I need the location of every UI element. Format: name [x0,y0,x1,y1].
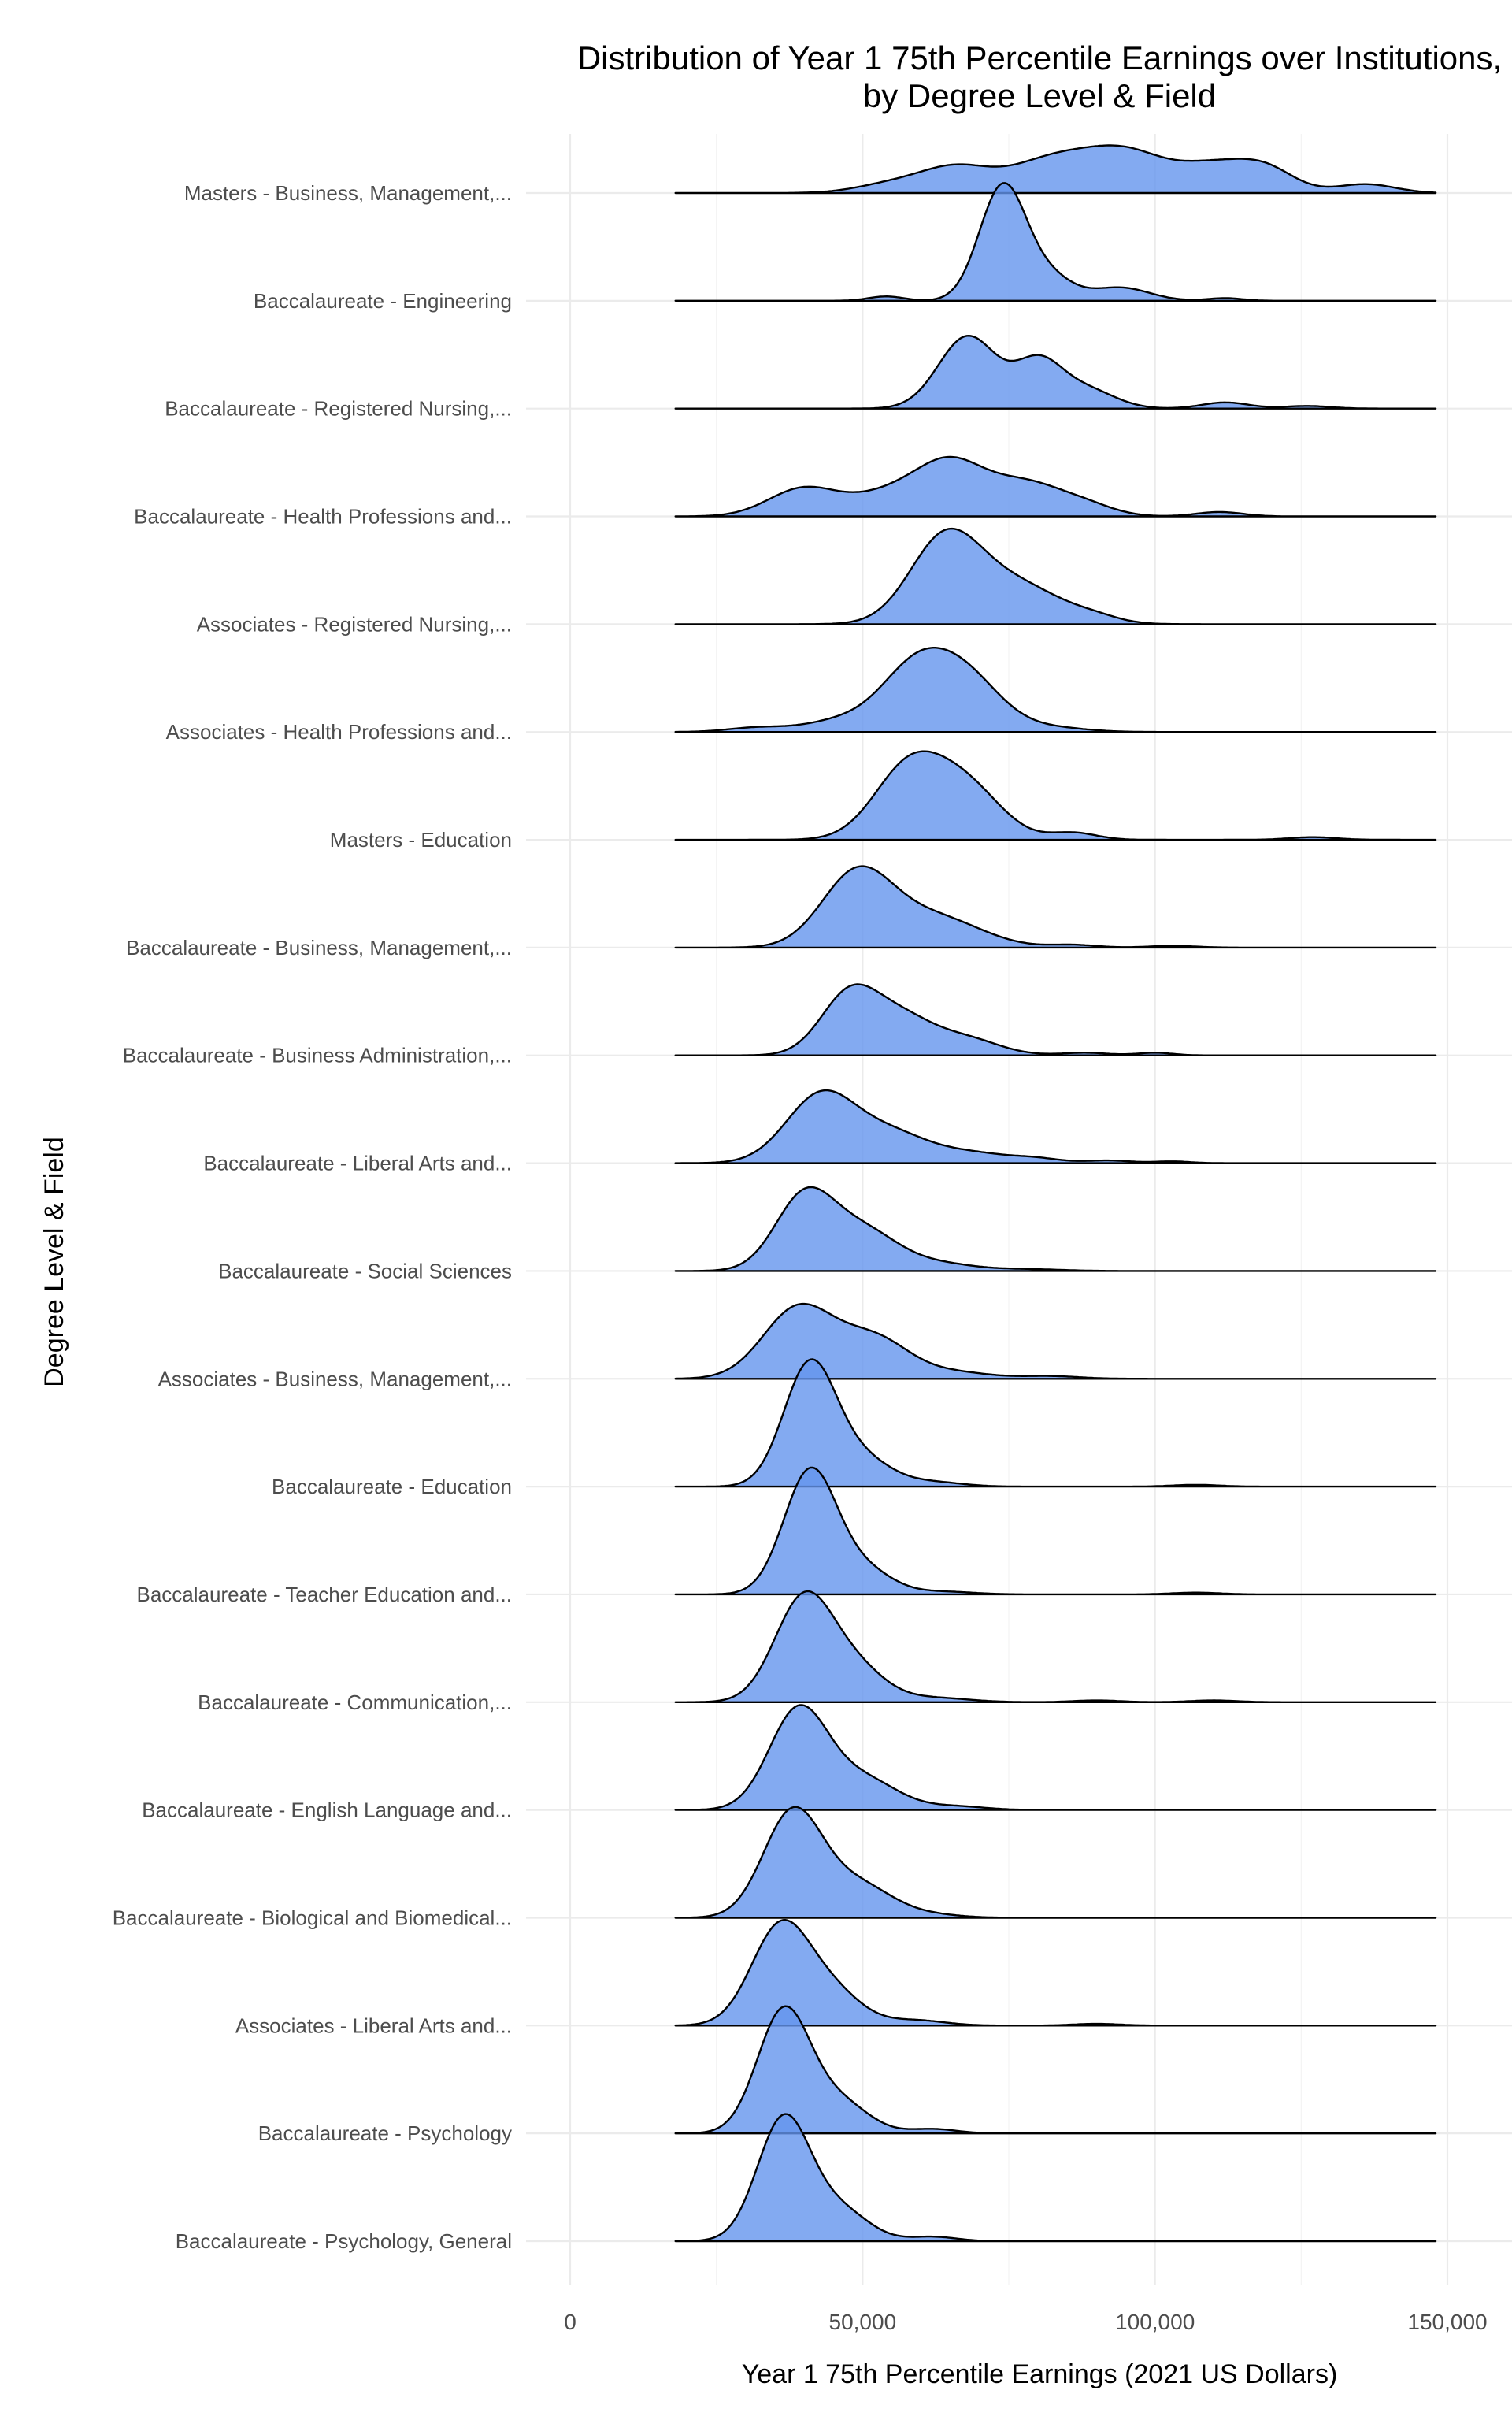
chart-title-line-2: by Degree Level & Field [863,77,1216,114]
y-axis-title: Degree Level & Field [39,1137,69,1387]
category-label: Baccalaureate - Registered Nursing,... [165,397,512,421]
category-label: Baccalaureate - Business, Management,... [126,936,512,959]
density-ridge [674,455,1437,518]
ridges [674,144,1437,2243]
x-tick-label: 50,000 [829,2310,897,2334]
density-ridge [674,1089,1437,1164]
x-tick-label: 0 [564,2310,576,2334]
x-axis-ticks: 0 50,000 100,000 150,000 [564,2310,1487,2334]
category-label: Baccalaureate - Psychology, General [176,2229,512,2253]
category-label: Baccalaureate - Communication,... [198,1691,512,1714]
density-ridge [674,1186,1437,1272]
category-label: Baccalaureate - Social Sciences [218,1259,512,1282]
density-ridge [674,647,1437,733]
density-ridge [674,983,1437,1056]
density-ridge [674,865,1437,949]
category-label: Associates - Business, Management,... [158,1367,512,1390]
category-label: Baccalaureate - Business Administration,… [123,1044,512,1067]
density-ridge [674,750,1437,841]
x-tick-label: 100,000 [1115,2310,1195,2334]
density-ridge [674,182,1437,302]
density-ridge [674,1806,1437,1919]
category-label: Baccalaureate - Biological and Biomedica… [113,1906,512,1929]
density-ridge [674,1302,1437,1380]
density-ridge [674,1919,1437,2027]
density-ridge [674,1590,1437,1703]
category-label: Masters - Business, Management,... [184,181,512,205]
category-label: Associates - Health Professions and... [166,720,512,744]
grid-lines [526,134,1512,2285]
category-label: Associates - Registered Nursing,... [197,612,512,636]
category-label: Baccalaureate - Psychology [258,2121,512,2145]
density-ridge [674,2005,1437,2135]
category-labels: Masters - Business, Management,... Baccal… [113,181,512,2253]
density-ridge [674,144,1437,195]
x-tick-label: 150,000 [1407,2310,1487,2334]
density-ridge [674,527,1437,625]
density-ridge [674,2113,1437,2243]
category-label: Baccalaureate - Teacher Education and... [137,1583,513,1606]
density-ridge [674,1358,1437,1488]
chart-title-line-1: Distribution of Year 1 75th Percentile E… [577,39,1502,76]
category-label: Masters - Education [330,828,512,852]
category-label: Baccalaureate - Education [272,1475,512,1498]
density-ridge [674,335,1437,410]
density-ridge [674,1466,1437,1596]
category-label: Baccalaureate - Health Professions and..… [134,505,512,529]
category-label: Baccalaureate - English Language and... [142,1798,512,1822]
category-label: Associates - Liberal Arts and... [235,2014,512,2037]
category-label: Baccalaureate - Liberal Arts and... [203,1152,512,1175]
x-axis-title: Year 1 75th Percentile Earnings (2021 US… [742,2359,1338,2389]
density-ridge [674,1704,1437,1811]
category-label: Baccalaureate - Engineering [254,289,512,313]
